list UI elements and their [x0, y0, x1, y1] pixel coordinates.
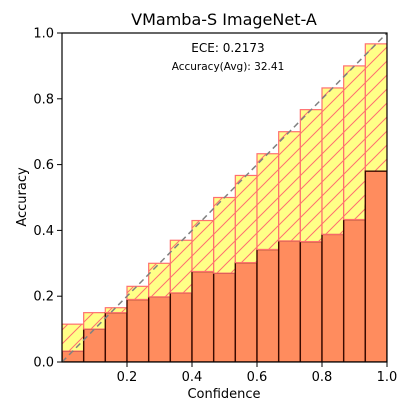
accuracy-bar [104, 311, 128, 362]
y-axis-label: Accuracy [15, 167, 30, 227]
y-tick-label: 0.0 [33, 356, 54, 371]
gap-bar-hatch [191, 219, 215, 273]
gap-bar-hatch [343, 65, 366, 221]
x-tick-label: 0.4 [182, 370, 203, 385]
gap-bar-hatch [213, 196, 236, 274]
x-tick-label: 0.6 [247, 370, 268, 385]
y-tick-label: 0.4 [33, 224, 54, 239]
gap-bar-hatch [234, 174, 258, 264]
gap-bar-hatch [169, 239, 193, 294]
accuracy-bar [234, 261, 258, 362]
gap-bar-hatch [299, 109, 323, 243]
gap-bar-hatch [83, 312, 106, 330]
accuracy-bar [126, 298, 150, 362]
x-tick-label: 0.2 [117, 370, 138, 385]
perfect-calibration-line [61, 32, 388, 363]
x-tick-label: 1.0 [377, 370, 398, 385]
y-tick-label: 1.0 [33, 27, 54, 42]
accuracy-bar [256, 248, 280, 362]
gap-bar-hatch [278, 131, 301, 242]
y-tick-label: 0.6 [33, 158, 54, 173]
gap-bar-hatch [256, 153, 280, 251]
accuracy-bar [212, 272, 237, 362]
accuracy-bar [191, 270, 215, 362]
plot-frame [61, 32, 388, 363]
gap-bar-hatch [104, 307, 128, 314]
bars-layer [62, 43, 387, 362]
accuracy-bar [82, 328, 107, 362]
accuracy-bar [147, 296, 172, 362]
gap-bar-hatch [126, 285, 150, 301]
gap-bar-hatch [321, 87, 345, 235]
x-tick-label: 0.8 [312, 370, 333, 385]
ece-annotation: ECE: 0.2173 [191, 41, 264, 55]
x-axis-label: Confidence [187, 387, 260, 402]
chart-title: VMamba-S ImageNet-A [131, 10, 317, 29]
accuracy-bar [169, 292, 193, 362]
accuracy-avg-annotation: Accuracy(Avg): 32.41 [172, 61, 285, 73]
accuracy-bar [299, 240, 323, 362]
y-tick-label: 0.8 [33, 92, 54, 107]
gap-bar-hatch [148, 262, 171, 298]
x-axis: 0.2 0.4 0.6 0.8 1.0 [117, 362, 398, 385]
accuracy-bar [62, 350, 85, 362]
accuracy-bar [364, 170, 387, 362]
accuracy-bar [277, 240, 302, 362]
gap-bar-hatch [62, 323, 85, 352]
y-tick-label: 0.2 [33, 290, 54, 305]
accuracy-bar [342, 218, 367, 362]
y-axis: 0.0 0.2 0.4 0.6 0.8 1.0 [33, 27, 62, 371]
accuracy-bar [321, 233, 345, 362]
